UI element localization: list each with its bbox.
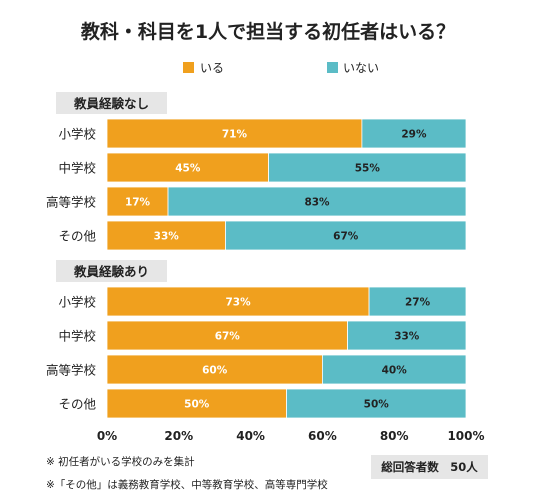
data-label: 45% <box>175 163 201 175</box>
data-label: 40% <box>382 365 408 377</box>
bar-segment <box>268 152 467 183</box>
data-label: 67% <box>333 231 359 243</box>
data-label: 33% <box>394 331 420 343</box>
category-label: 高等学校 <box>46 363 97 378</box>
category-label: 高等学校 <box>46 195 97 210</box>
bar-segment <box>106 286 370 317</box>
x-tick-label: 80% <box>380 429 409 443</box>
category-label: 小学校 <box>58 127 96 142</box>
category-label: 中学校 <box>58 161 96 176</box>
group-header-label: 教員経験あり <box>73 264 149 279</box>
category-label: 中学校 <box>58 329 96 344</box>
group-header-bg <box>56 92 167 114</box>
group-header-label: 教員経験なし <box>73 96 149 111</box>
data-label: 50% <box>184 399 210 411</box>
category-label: その他 <box>58 397 96 412</box>
x-tick-label: 20% <box>164 429 193 443</box>
data-label: 83% <box>304 197 330 209</box>
x-axis: 0% 20% 40% 60% 80% 100% <box>97 429 485 443</box>
bar-segment <box>167 186 467 217</box>
note-2: ※「その他」は義務教育学校、中等教育学校、高等専門学校 <box>46 478 328 491</box>
data-label: 29% <box>401 129 427 141</box>
bar-segment <box>106 320 348 351</box>
bar-segment <box>321 354 467 385</box>
bar-segment <box>225 220 467 251</box>
x-tick-label: 0% <box>97 429 117 443</box>
bar-segment <box>347 320 467 351</box>
category-label: その他 <box>58 229 96 244</box>
legend-label-yes: いる <box>200 61 224 75</box>
data-label: 55% <box>355 163 381 175</box>
chart-title: 教科・科目を1人で担当する初任者はいる？ <box>81 20 455 43</box>
group-header-bg <box>56 260 167 282</box>
data-label: 60% <box>202 365 228 377</box>
data-label: 50% <box>364 399 390 411</box>
data-label: 67% <box>215 331 241 343</box>
legend-label-no: いない <box>343 61 379 75</box>
data-label: 71% <box>222 129 248 141</box>
legend-swatch-no <box>327 62 338 73</box>
note-1: ※ 初任者がいる学校のみを集計 <box>46 455 195 468</box>
legend: いる いない <box>183 61 379 75</box>
category-label: 小学校 <box>58 295 96 310</box>
bar-segment <box>106 388 287 419</box>
total-respondents-box <box>371 455 488 479</box>
data-label: 33% <box>154 231 180 243</box>
data-label: 17% <box>125 197 151 209</box>
data-label: 27% <box>405 297 431 309</box>
bar-segment <box>106 354 323 385</box>
x-tick-label: 100% <box>447 429 484 443</box>
data-label: 73% <box>225 297 251 309</box>
bar-segment <box>106 220 226 251</box>
bar-segment <box>286 388 467 419</box>
x-tick-label: 40% <box>236 429 265 443</box>
x-tick-label: 60% <box>308 429 337 443</box>
bar-segment <box>368 286 467 317</box>
bar-segment <box>361 118 467 149</box>
bar-segment <box>106 186 169 217</box>
legend-swatch-yes <box>183 62 194 73</box>
total-respondents: 総回答者数 50人 <box>381 460 478 474</box>
